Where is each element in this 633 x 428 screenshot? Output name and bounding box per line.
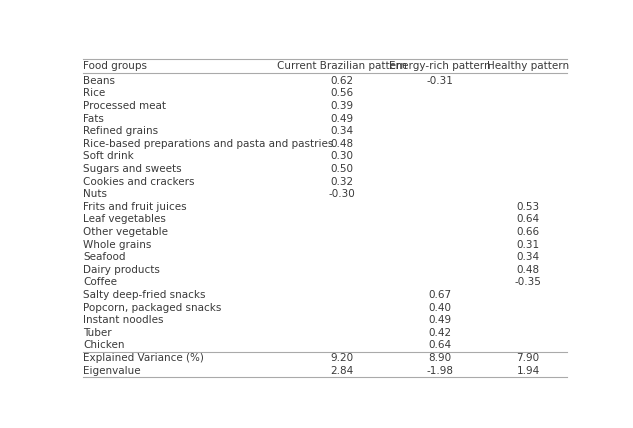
Text: 0.42: 0.42 [428,328,451,338]
Text: Cookies and crackers: Cookies and crackers [83,177,194,187]
Text: 9.20: 9.20 [330,353,353,363]
Text: Rice: Rice [83,88,105,98]
Text: -1.98: -1.98 [426,366,453,376]
Text: Salty deep-fried snacks: Salty deep-fried snacks [83,290,206,300]
Text: Whole grains: Whole grains [83,240,151,250]
Text: Coffee: Coffee [83,277,117,288]
Text: Tuber: Tuber [83,328,111,338]
Text: 0.64: 0.64 [517,214,539,224]
Text: Sugars and sweets: Sugars and sweets [83,164,182,174]
Text: Leaf vegetables: Leaf vegetables [83,214,166,224]
Text: Dairy products: Dairy products [83,265,160,275]
Text: 0.48: 0.48 [517,265,539,275]
Text: 7.90: 7.90 [517,353,539,363]
Text: 0.56: 0.56 [330,88,353,98]
Text: Frits and fruit juices: Frits and fruit juices [83,202,187,212]
Text: Instant noodles: Instant noodles [83,315,163,325]
Text: -0.30: -0.30 [328,189,355,199]
Text: 0.66: 0.66 [517,227,539,237]
Text: 0.40: 0.40 [428,303,451,312]
Text: -0.31: -0.31 [426,76,453,86]
Text: 0.64: 0.64 [428,340,451,351]
Text: 0.53: 0.53 [517,202,539,212]
Text: Other vegetable: Other vegetable [83,227,168,237]
Text: Eigenvalue: Eigenvalue [83,366,141,376]
Text: Chicken: Chicken [83,340,125,351]
Text: Food groups: Food groups [83,61,147,71]
Text: Rice-based preparations and pasta and pastries: Rice-based preparations and pasta and pa… [83,139,334,149]
Text: 2.84: 2.84 [330,366,353,376]
Text: 0.50: 0.50 [330,164,353,174]
Text: Current Brazilian pattern: Current Brazilian pattern [277,61,406,71]
Text: 0.30: 0.30 [330,152,353,161]
Text: -0.35: -0.35 [515,277,541,288]
Text: Energy-rich pattern: Energy-rich pattern [389,61,491,71]
Text: 0.34: 0.34 [517,252,539,262]
Text: Healthy pattern: Healthy pattern [487,61,569,71]
Text: Seafood: Seafood [83,252,125,262]
Text: 0.62: 0.62 [330,76,353,86]
Text: Refined grains: Refined grains [83,126,158,136]
Text: Nuts: Nuts [83,189,107,199]
Text: Processed meat: Processed meat [83,101,166,111]
Text: 0.32: 0.32 [330,177,353,187]
Text: 0.34: 0.34 [330,126,353,136]
Text: Fats: Fats [83,113,104,124]
Text: 0.49: 0.49 [330,113,353,124]
Text: Beans: Beans [83,76,115,86]
Text: Explained Variance (%): Explained Variance (%) [83,353,204,363]
Text: Popcorn, packaged snacks: Popcorn, packaged snacks [83,303,222,312]
Text: 0.67: 0.67 [428,290,451,300]
Text: 0.39: 0.39 [330,101,353,111]
Text: 0.49: 0.49 [428,315,451,325]
Text: Soft drink: Soft drink [83,152,134,161]
Text: 0.31: 0.31 [517,240,539,250]
Text: 8.90: 8.90 [428,353,451,363]
Text: 1.94: 1.94 [517,366,539,376]
Text: 0.48: 0.48 [330,139,353,149]
